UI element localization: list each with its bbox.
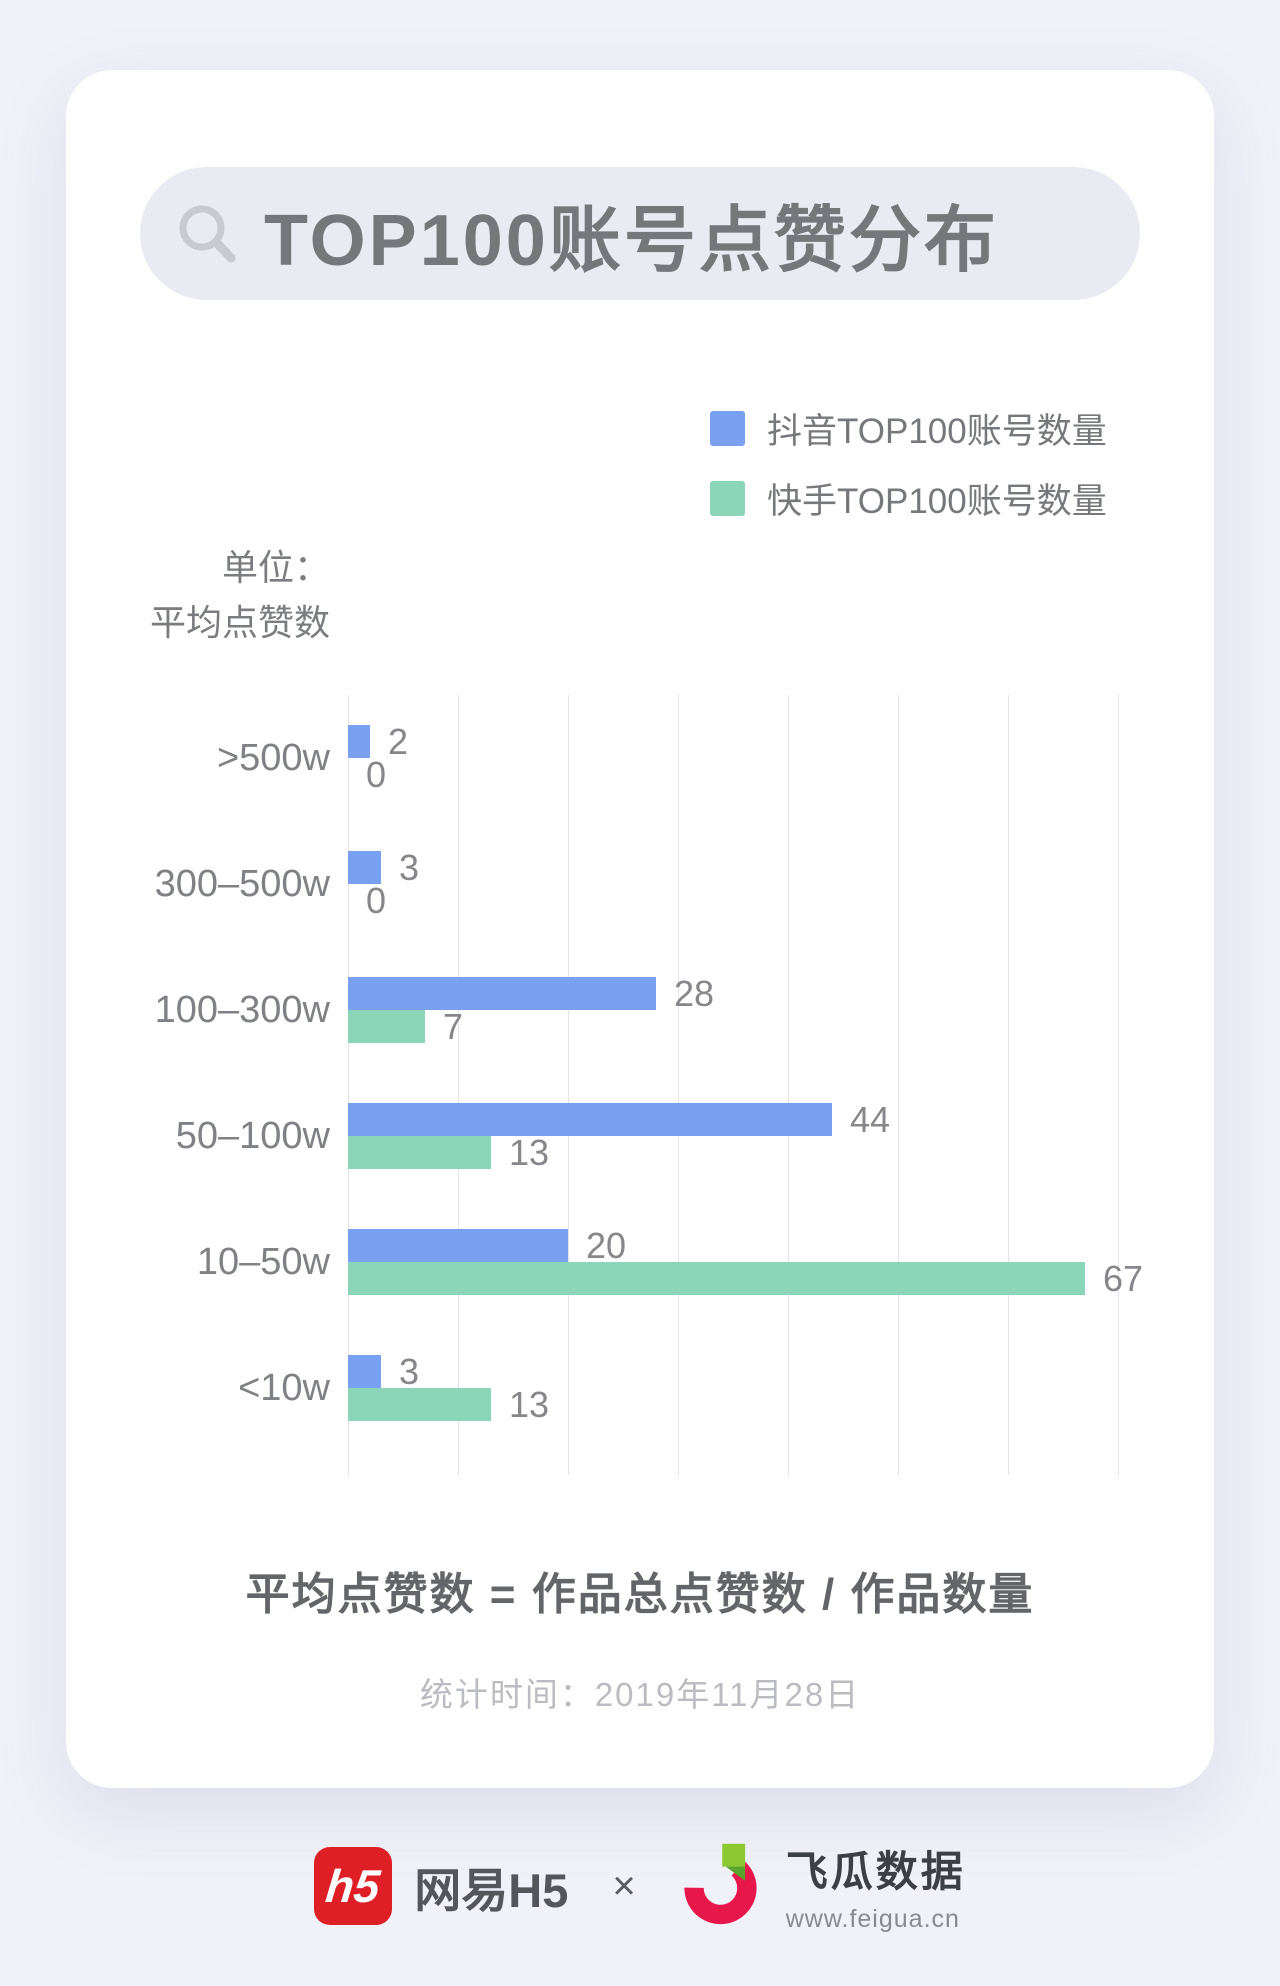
- bar-douyin: [348, 851, 381, 884]
- value-label-kuaishou: 7: [443, 1006, 464, 1047]
- category-label: 50–100w: [175, 1115, 330, 1157]
- value-label-kuaishou: 67: [1103, 1258, 1144, 1299]
- bar-kuaishou: [348, 1388, 491, 1421]
- unit-line2: 平均点赞数: [149, 602, 330, 643]
- feigua-text-block: 飞瓜数据 www.feigua.cn: [786, 1838, 966, 1934]
- gridline-70: [1118, 695, 1119, 1475]
- legend-item-douyin: 抖音TOP100账号数量: [710, 403, 1107, 454]
- formula-note: 平均点赞数 = 作品总点赞数 / 作品数量: [245, 1570, 1035, 1619]
- bar-douyin: [348, 1355, 381, 1388]
- feigua-url: www.feigua.cn: [785, 1905, 960, 1933]
- page-title: TOP100账号点赞分布: [264, 201, 999, 281]
- gridline-30: [678, 695, 679, 1475]
- gridline-20: [568, 695, 569, 1475]
- gridline-10: [458, 695, 459, 1475]
- legend-swatch-douyin: [710, 411, 745, 446]
- value-label-douyin: 3: [399, 847, 420, 888]
- gridline-60: [1008, 695, 1009, 1475]
- legend-item-kuaishou: 快手TOP100账号数量: [710, 473, 1107, 524]
- feigua-label: 飞瓜数据: [785, 1848, 966, 1895]
- stat-time-note: 统计时间：2019年11月28日: [419, 1676, 861, 1713]
- bar-kuaishou: [348, 1136, 491, 1169]
- value-label-kuaishou: 13: [509, 1132, 550, 1173]
- value-label-douyin: 44: [850, 1099, 891, 1140]
- gridline-50: [898, 695, 899, 1475]
- legend-label-douyin: 抖音TOP100账号数量: [767, 412, 1107, 451]
- bar-douyin: [348, 1229, 568, 1262]
- category-label: >500w: [216, 737, 330, 779]
- collab-cross-icon: ×: [612, 1863, 636, 1908]
- value-label-douyin: 28: [674, 973, 715, 1014]
- unit-line1: 单位：: [221, 547, 330, 588]
- category-label: 100–300w: [154, 989, 330, 1031]
- bar-kuaishou: [348, 1010, 425, 1043]
- unit-label: 单位： 平均点赞数: [106, 540, 330, 650]
- value-label-kuaishou: 0: [366, 754, 387, 795]
- netease-h5-logo: h5: [314, 1847, 393, 1925]
- chart-card: TOP100账号点赞分布 抖音TOP100账号数量 快手TOP100账号数量 单位…: [66, 70, 1214, 1788]
- title-search-pill: TOP100账号点赞分布: [140, 167, 1140, 300]
- legend-swatch-kuaishou: [710, 481, 745, 516]
- value-label-kuaishou: 0: [366, 880, 387, 921]
- netease-h5-logo-text: h5: [323, 1860, 383, 1912]
- bar-douyin: [348, 1103, 832, 1136]
- category-label: 300–500w: [154, 863, 330, 905]
- gridline-0: [348, 695, 349, 1475]
- bar-douyin: [348, 977, 656, 1010]
- value-label-douyin: 20: [586, 1225, 627, 1266]
- legend: 抖音TOP100账号数量 快手TOP100账号数量: [710, 403, 1107, 524]
- category-label: <10w: [238, 1367, 330, 1409]
- footer-logos: h5 网易H5 × 飞瓜数据 www.feigua.cn: [0, 1838, 1280, 1934]
- bar-chart: >500w 2 0 300–500w 3 0 100–300w 28 7 50–100w 44 13 1…: [66, 695, 1214, 1475]
- feigua-logo-icon: [684, 1843, 757, 1925]
- bar-kuaishou: [348, 1262, 1085, 1295]
- bar-douyin: [348, 725, 370, 758]
- category-label: 10–50w: [196, 1241, 330, 1283]
- netease-label: 网易H5: [414, 1863, 569, 1917]
- gridline-40: [788, 695, 789, 1475]
- value-label-douyin: 3: [399, 1351, 420, 1392]
- value-label-douyin: 2: [388, 721, 409, 762]
- legend-label-kuaishou: 快手TOP100账号数量: [767, 482, 1107, 521]
- search-icon: [179, 205, 236, 262]
- value-label-kuaishou: 13: [509, 1384, 550, 1425]
